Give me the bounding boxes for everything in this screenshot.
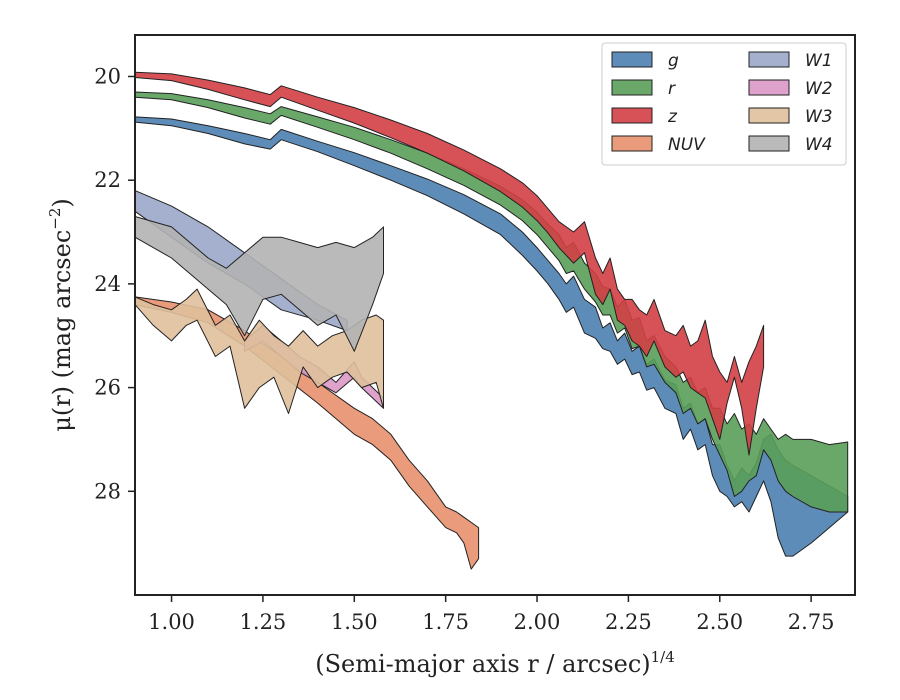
legend-label-g: g <box>668 51 679 71</box>
legend-swatch-z <box>611 107 653 124</box>
legend-label-w1: W1 <box>805 51 833 71</box>
legend-swatch-w3 <box>748 107 790 124</box>
x-axis: 1.00 1.25 1.50 1.75 2.00 2.25 2.50 2.75 <box>148 595 835 634</box>
bands-layer <box>134 71 849 570</box>
legend: grz NUV W1 W2 W3 W4 <box>601 42 847 166</box>
legend-swatch-w1 <box>748 51 790 68</box>
band-w3 <box>134 288 384 414</box>
y-axis-label: μ(r) (mag arcsec−2) <box>46 198 76 432</box>
y-tick-label: 20 <box>94 64 121 88</box>
y-tick-label: 28 <box>94 479 121 503</box>
x-tick-label: 1.50 <box>331 610 378 634</box>
x-tick-label: 1.25 <box>240 610 287 634</box>
y-tick-label: 26 <box>94 376 121 400</box>
x-tick-label: 2.50 <box>696 610 743 634</box>
legend-label-w3: W3 <box>805 107 833 127</box>
x-axis-label: (Semi-major axis r / arcsec)1/4 <box>315 648 675 678</box>
x-tick-label: 1.75 <box>422 610 469 634</box>
x-tick-label: 2.00 <box>514 610 561 634</box>
x-tick-label: 2.25 <box>605 610 652 634</box>
band-w4 <box>134 216 384 352</box>
legend-label-w4: W4 <box>805 135 833 155</box>
legend-label-nuv: NUV <box>668 135 706 155</box>
legend-label-r: r <box>668 79 676 99</box>
legend-swatch-w4 <box>748 135 790 152</box>
legend-box <box>601 42 847 166</box>
legend-swatch-nuv <box>611 135 653 152</box>
legend-swatch-w2 <box>748 79 790 96</box>
legend-label-w2: W2 <box>805 79 833 99</box>
band-z <box>134 71 765 456</box>
x-tick-label: 2.75 <box>788 610 835 634</box>
legend-swatch-g <box>611 51 653 68</box>
legend-label-z: z <box>667 107 678 127</box>
legend-swatch-r <box>611 79 653 96</box>
y-tick-label: 22 <box>94 168 121 192</box>
y-axis: 20 22 24 26 28 <box>94 64 135 503</box>
plot-frame <box>134 34 856 596</box>
y-tick-label: 24 <box>94 272 121 296</box>
x-tick-label: 1.00 <box>148 610 195 634</box>
